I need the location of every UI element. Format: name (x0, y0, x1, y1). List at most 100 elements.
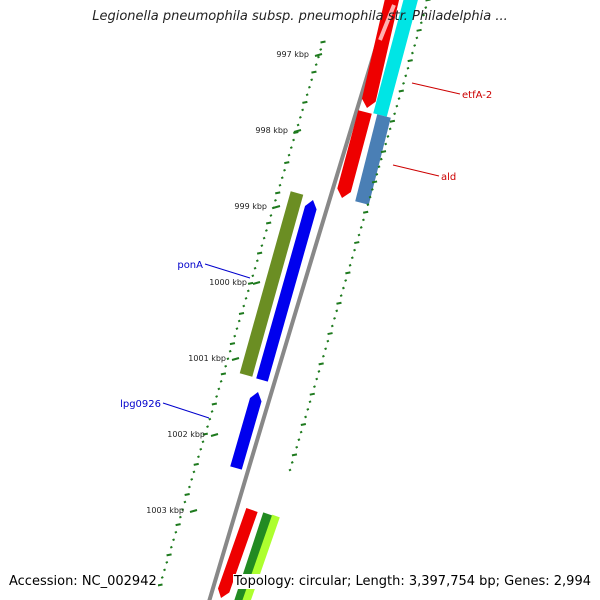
gene-label-connector (162, 402, 210, 419)
tick-mark-outer (350, 256, 354, 260)
cds-blue-lpg0926 (230, 392, 262, 470)
tick-mark-inner (163, 568, 166, 572)
tick-mark-inner (242, 304, 246, 308)
genome-summary-text: Topology: circular; Length: 3,397,754 bp… (232, 574, 592, 589)
cds-red-1-highlight (378, 4, 396, 41)
tick-mark-outer (315, 377, 319, 381)
tick-mark-outer (424, 6, 428, 9)
tick-mark-inner (192, 470, 196, 474)
accession-text: Accession: NC_002942 (8, 574, 158, 589)
tick-mark-inner (289, 146, 293, 149)
tick-mark-inner (262, 236, 266, 240)
tick-mark-outer (339, 294, 343, 298)
tick-mark-inner (235, 327, 239, 330)
tick-mark-inner (264, 229, 268, 232)
tick-mark-inner (233, 334, 237, 338)
tick-mark-outer (300, 423, 307, 426)
tick-mark-outer (419, 21, 423, 25)
tick-mark-outer (380, 150, 387, 154)
tick-mark-inner (193, 462, 199, 466)
gene-label: etfA-2 (462, 90, 492, 101)
tick-mark-outer (336, 301, 342, 305)
tick-mark-outer (353, 248, 356, 252)
tick-mark-inner (202, 432, 208, 436)
gene-label: lpg0926 (120, 399, 161, 410)
gene-label-connector (204, 263, 251, 279)
tick-mark-outer (389, 119, 396, 123)
tick-mark-inner (280, 176, 284, 180)
tick-mark-outer (348, 263, 352, 267)
tick-mark-inner (237, 319, 241, 323)
tick-mark-inner (210, 410, 214, 413)
tick-mark-inner (314, 63, 318, 67)
tick-mark-outer (290, 461, 294, 464)
tick-mark-inner (317, 55, 320, 59)
tick-mark-inner (220, 372, 227, 376)
tick-mark-outer (406, 66, 410, 70)
tick-mark-outer (327, 332, 333, 336)
tick-mark-outer (330, 324, 334, 328)
tick-mark-outer (291, 453, 298, 457)
tick-mark-inner (244, 297, 248, 300)
tick-mark-outer (395, 104, 399, 108)
tick-mark-inner (269, 214, 273, 217)
tick-mark-outer (359, 226, 363, 229)
gene-label-connector (411, 82, 461, 95)
tick-label: 998 kbp (255, 126, 288, 135)
gene-label: ponA (177, 260, 203, 271)
tick-mark-outer (404, 74, 408, 78)
tick-label: 1002 kbp (167, 430, 205, 439)
tick-mark-inner (302, 100, 308, 104)
tick-mark-inner (256, 251, 263, 255)
tick-mark-outer (402, 81, 405, 85)
tick-mark-inner (160, 576, 164, 579)
cds-steel-ald (355, 114, 391, 205)
tick-mark-inner (283, 168, 286, 172)
tick-major (210, 433, 219, 437)
cds-cyan-etfA-2 (373, 0, 418, 117)
tick-mark-inner (253, 266, 257, 270)
tick-mark-outer (341, 286, 345, 290)
tick-mark-outer (386, 135, 390, 138)
tick-mark-inner (298, 116, 302, 119)
tick-mark-outer (398, 89, 404, 93)
tick-major (314, 53, 323, 57)
gene-label-connector (392, 164, 440, 177)
tick-mark-outer (306, 407, 310, 411)
tick-mark-outer (397, 97, 401, 100)
tick-mark-outer (304, 415, 308, 419)
genome-title: Legionella pneumophila subsp. pneumophil… (92, 9, 508, 24)
tick-mark-inner (305, 93, 309, 97)
tick-mark-inner (169, 545, 173, 549)
tick-mark-inner (178, 515, 182, 519)
tick-mark-inner (287, 153, 291, 157)
tick-mark-outer (317, 370, 321, 373)
tick-mark-inner (319, 48, 323, 51)
tick-mark-inner (166, 553, 172, 557)
tick-label: 1001 kbp (188, 354, 226, 363)
tick-mark-inner (206, 425, 209, 429)
tick-mark-inner (199, 447, 203, 451)
tick-mark-inner (157, 583, 163, 587)
tick-mark-outer (357, 233, 361, 237)
tick-mark-inner (217, 387, 221, 391)
tick-mark-outer (377, 165, 381, 169)
tick-mark-outer (368, 195, 372, 199)
tick-label: 1000 kbp (209, 278, 247, 287)
tick-mark-outer (333, 316, 336, 320)
tick-major (272, 205, 281, 209)
tick-major (252, 281, 261, 285)
tick-mark-outer (379, 157, 383, 161)
tick-mark-outer (309, 392, 315, 396)
tick-mark-outer (415, 36, 419, 40)
tick-mark-inner (211, 402, 218, 406)
tick-mark-outer (345, 271, 351, 275)
tick-mark-outer (297, 438, 301, 442)
tick-mark-outer (362, 218, 365, 222)
tick-mark-inner (183, 500, 187, 504)
tick-mark-outer (370, 188, 374, 191)
tick-mark-inner (219, 379, 223, 383)
tick-mark-outer (362, 210, 369, 214)
tick-mark-outer (354, 241, 360, 245)
